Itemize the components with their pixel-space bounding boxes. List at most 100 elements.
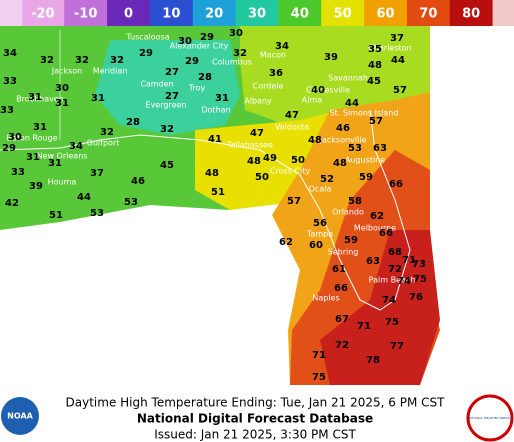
temperature-label: 39 xyxy=(29,181,43,192)
city-name: Valdosta xyxy=(275,123,309,132)
temperature-label: 42 xyxy=(5,198,19,209)
city-name: Meridian xyxy=(93,67,128,76)
temperature-label: 66 xyxy=(389,179,403,190)
legend-label: 50 xyxy=(334,7,352,22)
temperature-label: 37 xyxy=(90,168,104,179)
city-name: Brookhaven xyxy=(16,95,64,104)
city-name: Savannah xyxy=(328,74,368,83)
temperature-label: 50 xyxy=(291,155,305,166)
footer: NOAA NATIONAL WEATHER SERVICE Daytime Hi… xyxy=(1,394,514,442)
temperature-label: 45 xyxy=(160,160,174,171)
noaa-logo-text: NOAA xyxy=(7,412,33,421)
temperature-label: 63 xyxy=(373,143,387,154)
field-darkred xyxy=(320,230,440,385)
temperature-label: 48 xyxy=(308,135,322,146)
temperature-label: 61 xyxy=(332,264,346,275)
legend-swatch xyxy=(492,0,514,26)
temperature-label: 57 xyxy=(369,116,383,127)
temperature-label: 44 xyxy=(391,55,405,66)
nws-logo xyxy=(466,394,514,442)
city-name: Cordele xyxy=(253,82,284,91)
temperature-label: 50 xyxy=(255,172,269,183)
temperature-label: 57 xyxy=(393,85,407,96)
temperature-label: 46 xyxy=(336,123,350,134)
temperature-label: 32 xyxy=(233,48,247,59)
temperature-label: 31 xyxy=(91,93,105,104)
temperature-label: 48 xyxy=(247,156,261,167)
temperature-label: 59 xyxy=(359,172,373,183)
temperature-label: 66 xyxy=(379,228,393,239)
temperature-label: 71 xyxy=(312,350,326,361)
legend-label: 70 xyxy=(419,7,437,22)
legend-swatch xyxy=(278,0,323,26)
temperature-label: 53 xyxy=(124,197,138,208)
city-name: Jackson xyxy=(51,67,82,76)
legend: -20 -10 0 10 20 30 40 50 60 70 80 xyxy=(0,0,514,26)
legend-swatch xyxy=(192,0,237,26)
city-name: Tuscaloosa xyxy=(125,33,169,42)
temperature-label: 53 xyxy=(348,143,362,154)
legend-label: 80 xyxy=(462,7,480,22)
temperature-label: 51 xyxy=(211,187,225,198)
temperature-label: 62 xyxy=(279,237,293,248)
city-name: Naples xyxy=(312,294,339,303)
city-name: Jacksonville xyxy=(319,136,367,145)
temperature-label: 47 xyxy=(285,110,299,121)
legend-swatch xyxy=(364,0,408,26)
city-name: Tampa xyxy=(306,230,333,239)
field-teal xyxy=(95,40,240,135)
temperature-label: 48 xyxy=(368,60,382,71)
city-name: Dothan xyxy=(201,106,230,115)
city-name: Augustine xyxy=(345,156,385,165)
legend-label: 30 xyxy=(248,7,266,22)
legend-label: 10 xyxy=(162,7,180,22)
city-name: Charleston xyxy=(368,44,411,53)
temperature-label: 75 xyxy=(413,274,427,285)
temperature-label: 31 xyxy=(55,98,69,109)
legend-label: -10 xyxy=(74,7,98,22)
temperature-label: 27 xyxy=(165,91,179,102)
temperature-label: 34 xyxy=(69,141,83,152)
temperature-label: 31 xyxy=(48,158,62,169)
legend-swatch xyxy=(107,0,151,26)
city-name: St. Simons Island xyxy=(330,109,399,118)
temperature-label: 28 xyxy=(126,117,140,128)
temperature-label: 52 xyxy=(320,174,334,185)
temperature-label: 41 xyxy=(208,134,222,145)
legend-label: 20 xyxy=(205,7,223,22)
temperature-label: 44 xyxy=(345,98,359,109)
legend-label: -20 xyxy=(31,7,55,22)
temperature-label: 32 xyxy=(40,55,54,66)
legend-swatch xyxy=(64,0,109,26)
temperature-label: 75 xyxy=(312,372,326,383)
city-name: New Orleans xyxy=(37,152,88,161)
temperature-label: 34 xyxy=(3,48,17,59)
temperature-label: 71 xyxy=(402,255,416,266)
city-name: Macon xyxy=(260,51,286,60)
temperature-label: 71 xyxy=(357,321,371,332)
legend-swatch xyxy=(0,0,23,26)
temperature-label: 33 xyxy=(3,76,17,87)
city-name: Gulfport xyxy=(87,139,120,148)
temperature-label: 30 xyxy=(55,83,69,94)
temperature-label: 51 xyxy=(49,210,63,221)
city-name: Alma xyxy=(302,96,322,105)
temperature-label: 45 xyxy=(367,76,381,87)
temperature-label: 68 xyxy=(388,247,402,258)
temperature-label: 58 xyxy=(348,196,362,207)
coastline xyxy=(0,109,411,311)
city-name: Palm Beach xyxy=(369,276,416,285)
temperature-label: 57 xyxy=(287,196,301,207)
city-name: Melbourne xyxy=(354,224,396,233)
temperature-label: 28 xyxy=(198,72,212,83)
city-name: Houma xyxy=(48,178,77,187)
temperature-label: 63 xyxy=(366,256,380,267)
temperature-label: 44 xyxy=(77,192,91,203)
noaa-logo xyxy=(1,397,39,435)
city-name: Ocala xyxy=(309,185,332,194)
legend-swatch xyxy=(449,0,494,26)
temperature-label: 29 xyxy=(2,143,16,154)
temperature-label: 40 xyxy=(311,85,325,96)
city-name: Tallahassee xyxy=(226,141,273,150)
legend-label: 40 xyxy=(291,7,309,22)
